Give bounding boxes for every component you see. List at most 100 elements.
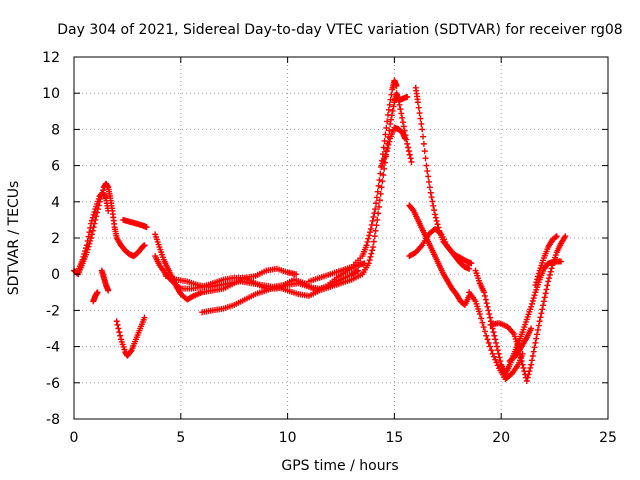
data-point bbox=[371, 233, 378, 240]
data-point bbox=[431, 211, 438, 218]
data-point bbox=[524, 374, 531, 381]
data-point bbox=[533, 335, 540, 342]
data-point bbox=[83, 242, 90, 249]
data-point bbox=[368, 221, 375, 228]
data-point bbox=[399, 119, 406, 126]
data-point bbox=[488, 347, 495, 354]
data-point bbox=[400, 123, 407, 130]
data-point bbox=[425, 173, 432, 180]
data-point bbox=[528, 325, 535, 332]
series-arc-10 bbox=[199, 90, 415, 316]
data-point bbox=[366, 257, 373, 264]
data-point bbox=[143, 224, 150, 231]
data-point bbox=[375, 182, 382, 189]
data-point bbox=[376, 197, 383, 204]
x-tick-label: 25 bbox=[599, 430, 617, 446]
data-point bbox=[141, 314, 148, 321]
data-point bbox=[115, 325, 122, 332]
data-point bbox=[535, 270, 542, 277]
data-point bbox=[487, 314, 494, 321]
data-point bbox=[113, 318, 120, 325]
data-point bbox=[90, 224, 97, 231]
data-point bbox=[84, 237, 91, 244]
data-point bbox=[485, 339, 492, 346]
data-point bbox=[529, 297, 536, 304]
data-point bbox=[552, 233, 559, 240]
y-tick-label: 12 bbox=[42, 50, 60, 66]
series-arc-5 bbox=[113, 314, 148, 359]
data-point bbox=[364, 238, 371, 245]
data-point bbox=[496, 354, 503, 361]
data-point bbox=[382, 151, 389, 158]
data-point bbox=[397, 106, 404, 113]
data-point bbox=[532, 339, 539, 346]
data-point bbox=[540, 302, 547, 309]
data-point bbox=[531, 344, 538, 351]
data-point bbox=[537, 314, 544, 321]
x-tick-label: 15 bbox=[385, 430, 403, 446]
data-point bbox=[372, 227, 379, 234]
data-point bbox=[418, 120, 425, 127]
data-point bbox=[534, 276, 541, 283]
data-point bbox=[421, 148, 428, 155]
data-point bbox=[407, 155, 414, 162]
data-point bbox=[497, 358, 504, 365]
data-point bbox=[530, 295, 537, 302]
data-point bbox=[546, 275, 553, 282]
data-point bbox=[493, 359, 500, 366]
data-point bbox=[85, 233, 92, 240]
data-point bbox=[385, 106, 392, 113]
y-tick-label: -2 bbox=[46, 303, 60, 319]
data-point bbox=[487, 343, 494, 350]
data-point bbox=[94, 289, 101, 296]
data-point bbox=[529, 353, 536, 360]
data-point bbox=[481, 328, 488, 335]
y-tick-label: 4 bbox=[51, 195, 60, 211]
data-point bbox=[369, 247, 376, 254]
data-point bbox=[535, 322, 542, 329]
data-point bbox=[363, 242, 370, 249]
data-point bbox=[365, 260, 372, 267]
data-point bbox=[547, 268, 554, 275]
data-point bbox=[423, 162, 430, 169]
data-point bbox=[88, 217, 95, 224]
data-point bbox=[420, 133, 427, 140]
data-point bbox=[387, 116, 394, 123]
data-point bbox=[82, 245, 89, 252]
data-point bbox=[370, 214, 377, 221]
data-point bbox=[484, 336, 491, 343]
data-point bbox=[402, 135, 409, 142]
data-point bbox=[528, 300, 535, 307]
y-tick-label: 2 bbox=[51, 231, 60, 247]
data-point bbox=[105, 207, 112, 214]
data-point bbox=[374, 216, 381, 223]
data-point bbox=[492, 336, 499, 343]
data-point bbox=[527, 364, 534, 371]
data-point bbox=[293, 271, 300, 278]
data-point bbox=[368, 250, 375, 257]
data-point bbox=[422, 155, 429, 162]
data-point bbox=[389, 107, 396, 114]
data-point bbox=[105, 287, 112, 294]
data-point bbox=[365, 235, 372, 242]
data-point bbox=[493, 339, 500, 346]
data-point bbox=[393, 82, 400, 89]
chart-title: Day 304 of 2021, Sidereal Day-to-day VTE… bbox=[57, 22, 622, 38]
grid bbox=[74, 57, 608, 419]
x-axis-label: GPS time / hours bbox=[281, 458, 398, 474]
data-point bbox=[417, 115, 424, 122]
data-point bbox=[530, 348, 537, 355]
data-point bbox=[415, 104, 422, 111]
data-point bbox=[88, 220, 95, 227]
data-point bbox=[526, 368, 533, 375]
data-point bbox=[531, 292, 538, 299]
data-point bbox=[482, 296, 489, 303]
data-point bbox=[87, 224, 94, 231]
data-point bbox=[386, 101, 393, 108]
data-point bbox=[90, 211, 97, 218]
data-point bbox=[432, 214, 439, 221]
data-point bbox=[114, 321, 121, 328]
data-point bbox=[383, 148, 390, 155]
data-point bbox=[494, 362, 501, 369]
